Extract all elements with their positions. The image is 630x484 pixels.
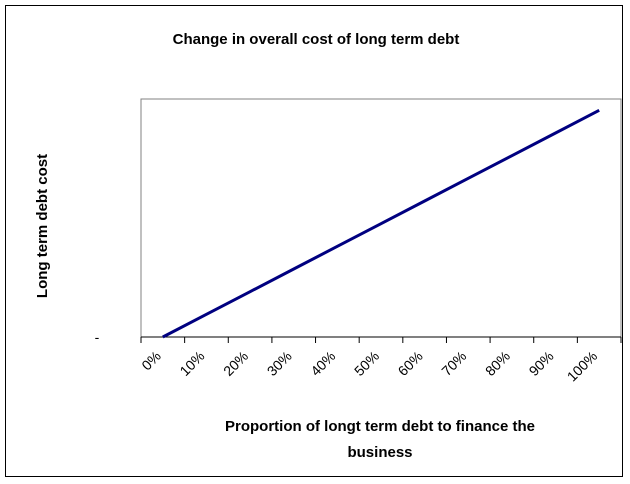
x-tick-label: 60% [395,348,426,379]
x-tick-label: 30% [264,348,295,379]
x-tick-label: 10% [176,348,207,379]
series-line-0 [162,109,600,339]
chart-title: Change in overall cost of long term debt [173,31,460,48]
x-axis-tick-labels: 0% 10% 20% 30% 40% 50% 60% 70% 80% 90% 100% [138,348,600,385]
x-axis-label-line-2: business [347,444,412,461]
x-axis-ticks [140,337,622,343]
x-tick-label: 90% [526,348,557,379]
y-axis-label: Long term debt cost [34,154,51,298]
plot-area [140,98,622,338]
x-axis-label-line-1: Proportion of longt term debt to finance… [225,418,535,435]
series-group [162,109,600,339]
x-tick-label: 70% [438,348,469,379]
x-tick-label: 100% [564,348,601,385]
x-tick-label: 50% [351,348,382,379]
x-tick-label: 40% [307,348,338,379]
x-tick-label: 20% [220,348,251,379]
x-tick-label: 0% [138,348,164,374]
y-tick-label: - [95,329,100,345]
x-tick-label: 80% [482,348,513,379]
